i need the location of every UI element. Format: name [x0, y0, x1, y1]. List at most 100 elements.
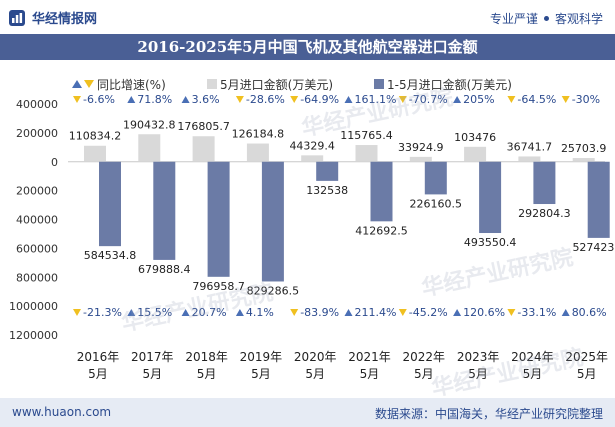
- monthly-growth-label: -28.6%: [246, 93, 285, 106]
- monthly-growth-up-icon: [453, 96, 462, 103]
- cumulative-bar: [587, 161, 610, 238]
- slogan-right: 客观科学: [554, 12, 603, 26]
- monthly-growth-down-icon: [398, 96, 407, 103]
- monthly-value-label: 44329.4: [289, 139, 335, 152]
- cumulative-growth-up-icon: [453, 309, 462, 316]
- y-tick-label: 400000: [16, 214, 58, 227]
- monthly-growth-down-icon: [73, 96, 81, 103]
- monthly-growth-label: -6.6%: [83, 93, 115, 106]
- monthly-growth-up-icon: [181, 96, 190, 103]
- logo[interactable]: 华经情报网: [8, 8, 97, 27]
- slogan-left: 专业严谨: [489, 12, 538, 26]
- monthly-growth-down-icon: [561, 96, 570, 103]
- slogan: 专业严谨 客观科学: [490, 10, 603, 27]
- monthly-value-label: 176805.7: [177, 120, 230, 133]
- monthly-value-label: 110834.2: [69, 130, 122, 143]
- y-tick-label: 800000: [16, 271, 58, 284]
- cumulative-growth-label: -45.2%: [409, 306, 448, 319]
- x-tick-label-year: 2024年: [511, 350, 554, 364]
- y-tick-label: 400000: [16, 98, 58, 111]
- x-tick-label-month: 5月: [142, 367, 162, 381]
- cumulative-bar: [479, 161, 502, 234]
- cumulative-growth-up-icon: [344, 309, 353, 316]
- monthly-growth-down-icon: [507, 96, 516, 103]
- monthly-growth-label: -64.9%: [300, 93, 339, 106]
- monthly-growth-up-icon: [127, 96, 136, 103]
- cumulative-bar: [99, 161, 121, 247]
- monthly-bar: [572, 158, 595, 162]
- monthly-growth-label: -70.7%: [409, 93, 448, 106]
- legend-cumulative-label: 1-5月进口金额(万美元): [387, 77, 512, 92]
- x-tick-label-year: 2017年: [131, 350, 174, 364]
- cumulative-growth-up-icon: [181, 309, 190, 316]
- cumulative-value-label: 412692.5: [355, 224, 408, 237]
- cumulative-growth-up-icon: [235, 309, 244, 316]
- cumulative-growth-label: -33.1%: [517, 306, 556, 319]
- y-tick-label: 200000: [16, 127, 58, 140]
- legend-cumulative-swatch: [374, 79, 384, 89]
- monthly-bar: [518, 156, 541, 162]
- monthly-growth-down-icon: [235, 96, 244, 103]
- legend-growth-label: 同比增速(%): [97, 78, 166, 92]
- cumulative-growth-down-icon: [507, 309, 516, 316]
- logo-text: 华经情报网: [32, 12, 98, 27]
- cumulative-growth-label: -83.9%: [300, 306, 339, 319]
- cumulative-bar: [533, 161, 556, 205]
- x-tick-label-month: 5月: [523, 367, 543, 381]
- cumulative-bar: [316, 161, 339, 181]
- chart: 同比增速(%) 5月进口金额(万美元) 1-5月进口金额(万美元) 400000 200…: [9, 77, 615, 381]
- monthly-value-label: 25703.9: [561, 142, 607, 155]
- cumulative-growth-label: 120.6%: [463, 306, 505, 319]
- cumulative-value-label: 584534.8: [84, 249, 137, 262]
- x-tick-label-month: 5月: [360, 367, 380, 381]
- x-tick-label-month: 5月: [197, 367, 217, 381]
- monthly-bar: [464, 146, 487, 162]
- cumulative-growth-label: 211.4%: [355, 306, 397, 319]
- cumulative-value-label: 226160.5: [410, 197, 463, 210]
- y-tick-label: 1200000: [9, 329, 58, 342]
- monthly-growth-up-icon: [344, 96, 353, 103]
- cumulative-growth-label: -21.3%: [83, 306, 122, 319]
- cumulative-value-label: 527423.6: [572, 241, 615, 254]
- cumulative-growth-down-icon: [73, 309, 81, 316]
- top-bar: 华经情报网 专业严谨 客观科学: [0, 0, 615, 34]
- cumulative-value-label: 796958.7: [192, 280, 245, 293]
- x-tick-label-year: 2023年: [457, 350, 500, 364]
- x-tick-label-month: 5月: [414, 367, 434, 381]
- x-tick-label-month: 5月: [577, 367, 597, 381]
- monthly-value-label: 33924.9: [398, 141, 444, 154]
- monthly-bar: [84, 145, 106, 162]
- cumulative-value-label: 829286.5: [247, 284, 300, 297]
- cumulative-growth-label: 80.6%: [572, 306, 607, 319]
- monthly-growth-label: 161.1%: [355, 93, 397, 106]
- x-tick-label-year: 2019年: [240, 350, 283, 364]
- x-tick-label-year: 2016年: [77, 350, 120, 364]
- y-tick-label: 0: [51, 156, 58, 169]
- y-tick-label: 1000000: [9, 300, 58, 313]
- monthly-growth-down-icon: [290, 96, 299, 103]
- y-tick-label: 200000: [16, 185, 58, 198]
- monthly-bar: [355, 145, 378, 162]
- x-tick-label-year: 2021年: [348, 350, 391, 364]
- monthly-value-label: 126184.8: [232, 128, 285, 141]
- cumulative-growth-down-icon: [398, 309, 407, 316]
- cumulative-bar: [153, 161, 176, 260]
- cumulative-value-label: 493550.4: [464, 236, 517, 249]
- monthly-bar: [138, 134, 161, 162]
- y-tick-label: 600000: [16, 242, 58, 255]
- footer-source: 数据来源：中国海关，华经产业研究院整理: [374, 407, 603, 421]
- x-tick-label-year: 2025年: [565, 350, 608, 364]
- chart-title: 2016-2025年5月中国飞机及其他航空器进口金额: [137, 38, 478, 56]
- footer-site-link[interactable]: www.huaon.com: [12, 405, 112, 419]
- cumulative-bar: [370, 161, 393, 222]
- monthly-value-label: 36741.7: [507, 140, 553, 153]
- cumulative-bar: [207, 161, 230, 277]
- cumulative-value-label: 132538: [306, 184, 348, 197]
- cumulative-growth-label: 4.1%: [246, 306, 274, 319]
- monthly-value-label: 103476: [454, 131, 496, 144]
- monthly-bar: [246, 143, 269, 162]
- legend-up-triangle-icon: [72, 80, 82, 88]
- cumulative-value-label: 292804.3: [518, 207, 571, 220]
- title-bar: 2016-2025年5月中国飞机及其他航空器进口金额: [0, 34, 615, 60]
- cumulative-value-label: 679888.4: [138, 263, 191, 276]
